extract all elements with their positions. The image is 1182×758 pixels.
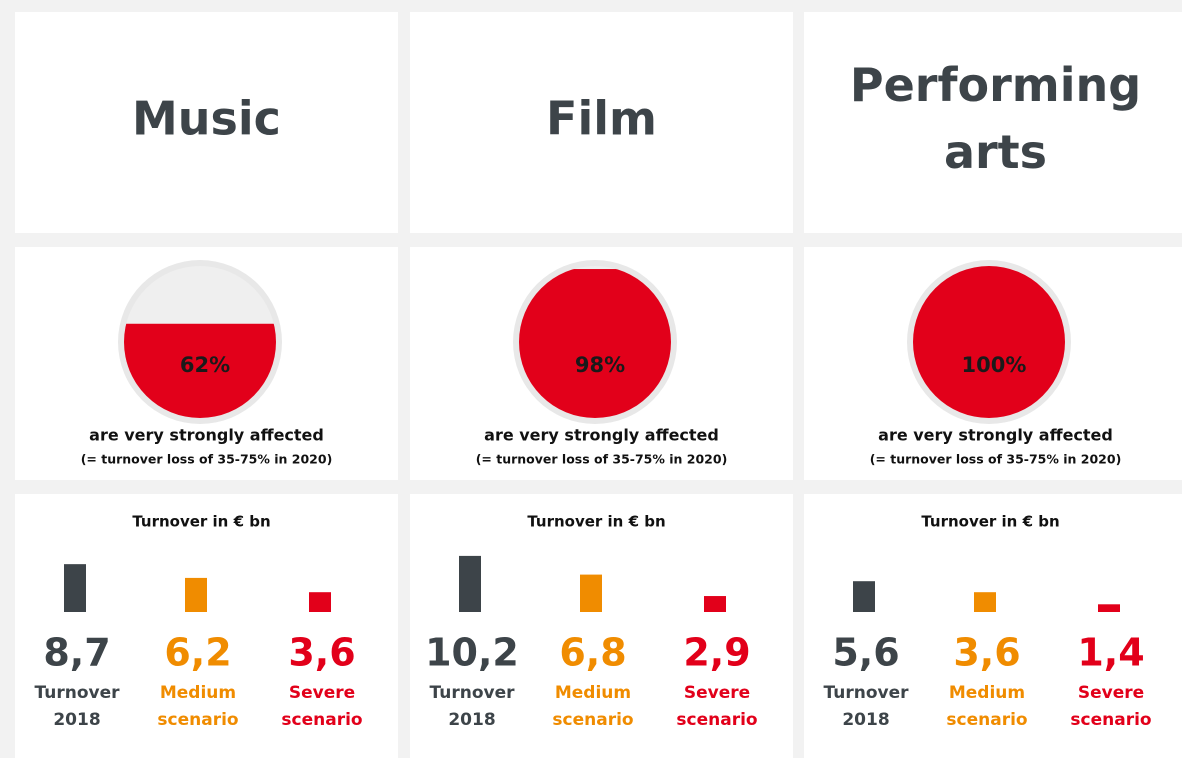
bar-label: scenario xyxy=(157,710,238,730)
bar-value: 1,4 xyxy=(1077,631,1144,675)
bar-label: Turnover xyxy=(35,683,121,703)
bar-label: Turnover xyxy=(430,683,516,703)
note: (= turnover loss of 35-75% in 2020) xyxy=(476,452,728,467)
note: (= turnover loss of 35-75% in 2020) xyxy=(870,452,1122,467)
bar-label: 2018 xyxy=(842,710,889,730)
bar xyxy=(309,592,331,612)
bar xyxy=(974,592,996,612)
chart-title: Turnover in € bn xyxy=(132,513,270,531)
bar xyxy=(459,555,481,612)
turnover-card xyxy=(804,494,1182,758)
bar-value: 6,2 xyxy=(164,631,231,675)
caption: are very strongly affected xyxy=(484,426,719,445)
bar-label: Turnover xyxy=(824,683,910,703)
bar-value: 3,6 xyxy=(288,631,355,675)
bar-label: Severe xyxy=(1078,683,1144,703)
column-title: arts xyxy=(944,125,1047,179)
gauge-label: 62% xyxy=(180,353,230,377)
bar-value: 8,7 xyxy=(43,631,110,675)
turnover-card xyxy=(15,494,398,758)
bar-value: 3,6 xyxy=(953,631,1020,675)
gauge-label: 100% xyxy=(962,353,1027,377)
gauge-fill xyxy=(519,269,671,418)
bar-value: 5,6 xyxy=(832,631,899,675)
bar-label: Medium xyxy=(949,683,1025,703)
bar-value: 10,2 xyxy=(425,631,519,675)
column-title: Performing xyxy=(850,58,1141,112)
bar xyxy=(185,577,207,612)
bar-label: scenario xyxy=(946,710,1027,730)
bar-label: scenario xyxy=(552,710,633,730)
bar-label: scenario xyxy=(676,710,757,730)
bar-label: scenario xyxy=(281,710,362,730)
title-card xyxy=(15,12,398,233)
title-card xyxy=(804,12,1182,233)
bar-label: Severe xyxy=(684,683,750,703)
turnover-card xyxy=(410,494,793,758)
bar-label: 2018 xyxy=(448,710,495,730)
column-title: Music xyxy=(132,92,281,146)
bar-value: 2,9 xyxy=(683,631,750,675)
chart-title: Turnover in € bn xyxy=(527,513,665,531)
bar xyxy=(580,574,602,612)
bar xyxy=(853,581,875,612)
note: (= turnover loss of 35-75% in 2020) xyxy=(81,452,333,467)
gauge-fill xyxy=(913,266,1065,418)
bar-label: 2018 xyxy=(53,710,100,730)
gauge-label: 98% xyxy=(575,353,625,377)
column-title: Film xyxy=(546,92,657,146)
bar-label: Severe xyxy=(289,683,355,703)
bar-label: Medium xyxy=(160,683,236,703)
caption: are very strongly affected xyxy=(89,426,324,445)
bar-label: Medium xyxy=(555,683,631,703)
bar xyxy=(704,596,726,612)
bar-label: scenario xyxy=(1070,710,1151,730)
bar-value: 6,8 xyxy=(559,631,626,675)
title-card xyxy=(410,12,793,233)
bar xyxy=(64,564,86,612)
chart-title: Turnover in € bn xyxy=(921,513,1059,531)
bar xyxy=(1098,604,1120,612)
caption: are very strongly affected xyxy=(878,426,1113,445)
